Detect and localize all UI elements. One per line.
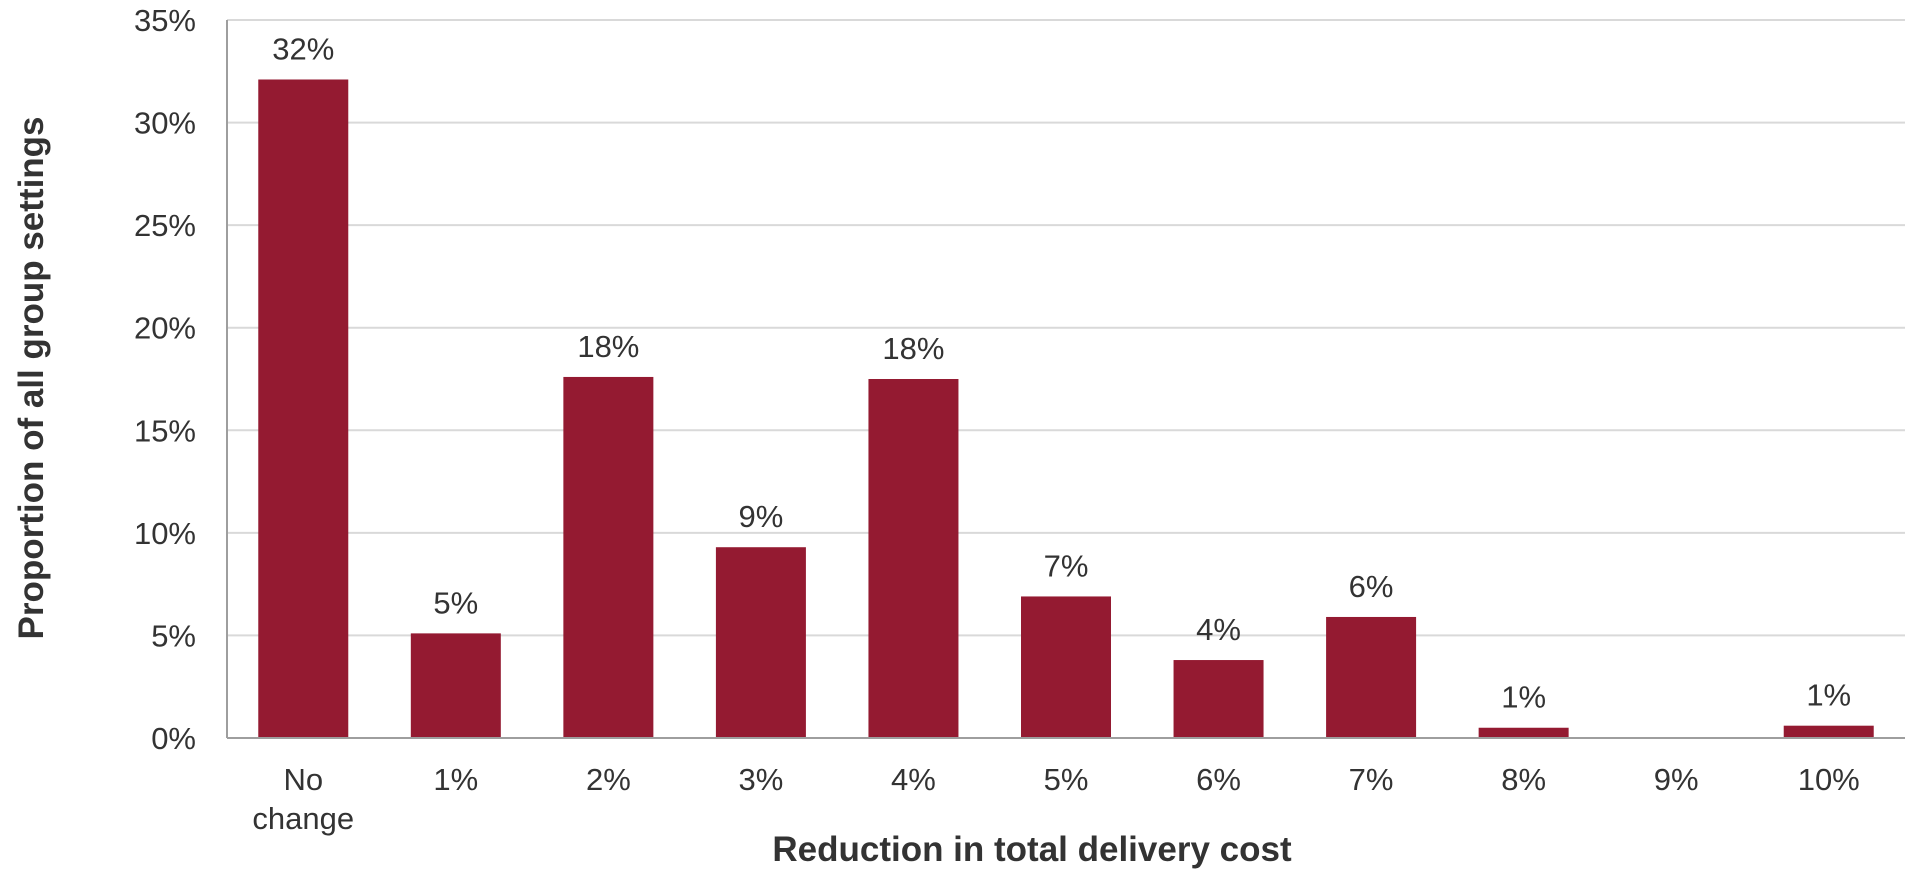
data-label: 18% <box>577 329 639 364</box>
data-label: 6% <box>1349 569 1394 604</box>
x-category-label: No <box>283 762 323 797</box>
data-label: 4% <box>1196 612 1241 647</box>
gridlines <box>227 19 1905 739</box>
bar <box>1021 596 1111 738</box>
x-category-label: 7% <box>1349 762 1394 797</box>
data-label: 9% <box>739 499 784 534</box>
x-category-label: 3% <box>739 762 784 797</box>
y-tick-label: 10% <box>134 516 196 551</box>
axes <box>226 20 1905 739</box>
bar <box>410 633 501 738</box>
bar <box>1478 727 1569 738</box>
x-category-label: 9% <box>1654 762 1699 797</box>
data-label: 7% <box>1044 548 1089 583</box>
x-category-label: 8% <box>1501 762 1546 797</box>
bar <box>563 376 654 738</box>
y-tick-label: 20% <box>134 311 196 346</box>
x-category-label: 10% <box>1798 762 1860 797</box>
data-label: 32% <box>272 31 334 66</box>
x-axis-title: Reduction in total delivery cost <box>772 830 1292 869</box>
x-category-labels: No change 1% 2% 3% 4% 5% 6% 7% 8% 9% 10% <box>252 762 1859 836</box>
bar <box>1173 660 1264 738</box>
y-tick-label: 5% <box>151 618 196 653</box>
y-tick-label: 15% <box>134 413 196 448</box>
data-label: 1% <box>1806 678 1851 713</box>
y-tick-label: 25% <box>134 208 196 243</box>
x-category-label: 1% <box>433 762 478 797</box>
bar <box>1783 725 1874 738</box>
y-tick-label: 0% <box>151 721 196 756</box>
x-category-label: change <box>252 801 354 836</box>
data-label: 18% <box>882 331 944 366</box>
data-label: 1% <box>1501 680 1546 715</box>
y-tick-labels: 0% 5% 10% 15% 20% 25% 30% 35% <box>134 3 196 756</box>
bar <box>868 379 959 738</box>
bar <box>715 547 806 738</box>
bar <box>1326 616 1417 738</box>
x-category-label: 4% <box>891 762 936 797</box>
data-label: 5% <box>433 585 478 620</box>
y-axis-title: Proportion of all group settings <box>12 116 51 639</box>
bars <box>258 79 1874 738</box>
data-labels: 32% 5% 18% 9% 18% 7% 4% 6% 1% 1% <box>272 31 1851 714</box>
x-category-label: 5% <box>1044 762 1089 797</box>
bar <box>258 79 349 738</box>
y-tick-label: 30% <box>134 106 196 141</box>
x-category-label: 2% <box>586 762 631 797</box>
y-tick-label: 35% <box>134 3 196 38</box>
x-category-label: 6% <box>1196 762 1241 797</box>
